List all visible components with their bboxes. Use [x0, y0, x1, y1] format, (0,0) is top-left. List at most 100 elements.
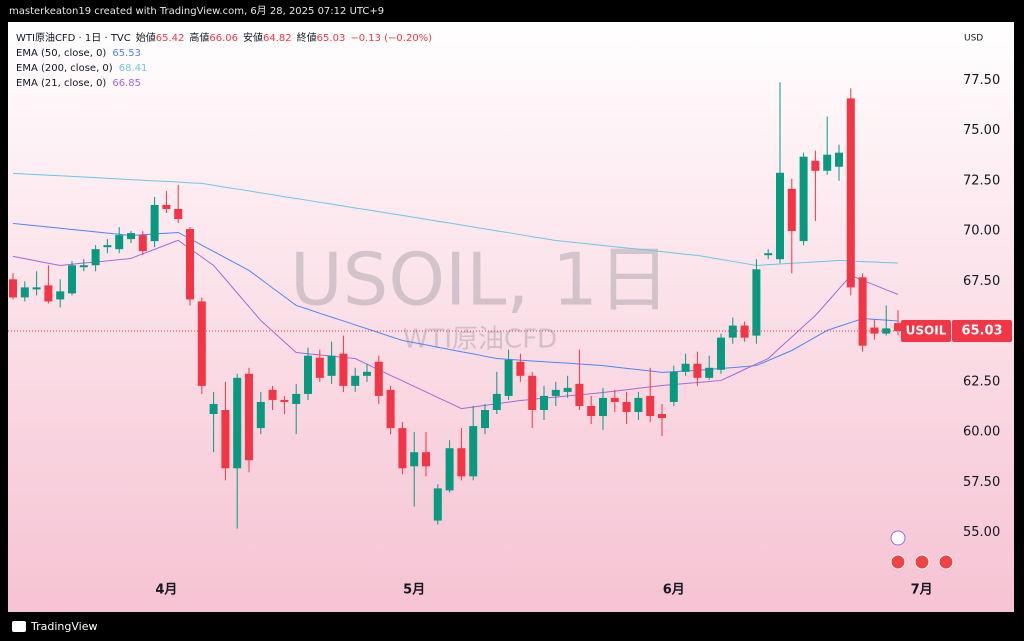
candle-body [268, 389, 277, 400]
candle-body [599, 397, 607, 417]
candle-body [705, 367, 714, 378]
candle-body [776, 172, 784, 260]
candle-body [233, 377, 242, 469]
candle-body [658, 414, 666, 419]
change-label: −0.13 (−0.20%) [350, 33, 432, 44]
candle-body [587, 405, 596, 417]
ohlc-label: 安値 [243, 31, 263, 44]
candle-body [575, 383, 584, 406]
ohlc-label: 終値 [297, 31, 317, 44]
candle-body [56, 291, 65, 300]
candle-body [9, 279, 17, 298]
legend-value: 68.41 [119, 63, 148, 74]
candle-body [528, 375, 537, 410]
y-tick-label: 70.00 [963, 224, 1000, 239]
candle-body [728, 325, 737, 338]
icon[interactable] [890, 554, 906, 570]
candle-body [363, 371, 371, 376]
candle-body [197, 301, 206, 386]
legend-item: EMA (21, close, 0) 66.85 [16, 78, 141, 89]
attribution: masterkeaton19 created with TradingView.… [9, 5, 384, 17]
candle-body [799, 156, 808, 242]
y-tick-label: 67.50 [963, 274, 1000, 289]
icon[interactable] [938, 554, 954, 570]
candle-body [433, 488, 442, 521]
candle-body [835, 152, 843, 167]
candle-body [882, 328, 891, 334]
candle-body [103, 245, 112, 248]
y-tick-label: 57.50 [963, 475, 1000, 490]
candle-body [622, 401, 631, 413]
candle-body [740, 325, 749, 338]
legend-value: 65.53 [112, 48, 141, 59]
candle-body [717, 337, 725, 370]
candle-body [339, 353, 348, 386]
ohlc-label: 高値 [189, 31, 209, 44]
candle-body [256, 401, 265, 429]
candle-body [292, 393, 301, 404]
candle-body [481, 409, 489, 429]
brand-logo [12, 621, 26, 632]
candle-body [563, 387, 572, 392]
candle-body [492, 393, 501, 410]
candle-body [504, 359, 513, 396]
candle-body [68, 265, 76, 294]
branding: TradingView [30, 620, 97, 633]
y-tick-label: 77.50 [963, 73, 1000, 88]
candle-body [516, 361, 525, 376]
legend-title: WTI原油CFD · 1日 · TVC [16, 31, 131, 44]
ohlc-label: 始値 [136, 31, 156, 44]
price-badge [952, 319, 1012, 342]
legend-name: EMA (21, close, 0) [16, 78, 106, 89]
candle-body [764, 253, 773, 256]
watermark: USOIL, 1日 [290, 238, 670, 322]
candle-body [327, 355, 336, 376]
y-tick-label: 75.00 [963, 123, 1000, 138]
chart-background [8, 22, 1014, 612]
candle-body [162, 204, 171, 209]
ema-line [12, 222, 899, 373]
candle-body [398, 428, 407, 469]
candle-body [551, 389, 560, 396]
candle-body [304, 355, 312, 394]
candle-body [823, 154, 832, 171]
candle-body [186, 229, 194, 300]
symbol-label: USOIL [906, 323, 947, 337]
candle-body [280, 399, 289, 402]
x-tick-label: 5月 [403, 583, 425, 598]
ema-line [12, 172, 899, 266]
legend-item: EMA (200, close, 0) 68.41 [16, 63, 147, 74]
candle-body [610, 397, 619, 402]
candle-body [44, 285, 53, 302]
y-tick-label: 55.00 [963, 525, 1000, 540]
candle-body [245, 373, 253, 461]
candle-body [386, 389, 395, 429]
candle-body [150, 204, 159, 242]
y-tick-label: 60.00 [963, 425, 1000, 440]
candle-body [445, 448, 454, 491]
candle-body [351, 375, 360, 386]
ohlc-value: 65.42 [156, 33, 185, 44]
candle-body [540, 395, 548, 410]
legend-header: WTI原油CFD · 1日 · TVC 始値65.42 高値66.06 安値64.82… [16, 31, 432, 44]
candle-body [174, 208, 183, 220]
candle-body [646, 395, 655, 417]
candle-body [846, 98, 855, 288]
candle-body [374, 361, 383, 396]
candle-body [469, 426, 478, 477]
candle-body [693, 363, 702, 378]
candle-body [669, 371, 678, 402]
candle-body [681, 363, 690, 372]
icon[interactable] [890, 530, 906, 546]
symbol-badge [901, 319, 951, 342]
candle-body [115, 235, 124, 250]
candle-body [79, 265, 88, 268]
y-tick-label: 62.50 [963, 374, 1000, 389]
candle-body [811, 160, 820, 171]
candle-body [32, 287, 41, 290]
icon[interactable] [914, 554, 930, 570]
candle-body [858, 277, 867, 346]
currency: USD [964, 34, 983, 44]
candle-body [410, 452, 419, 467]
